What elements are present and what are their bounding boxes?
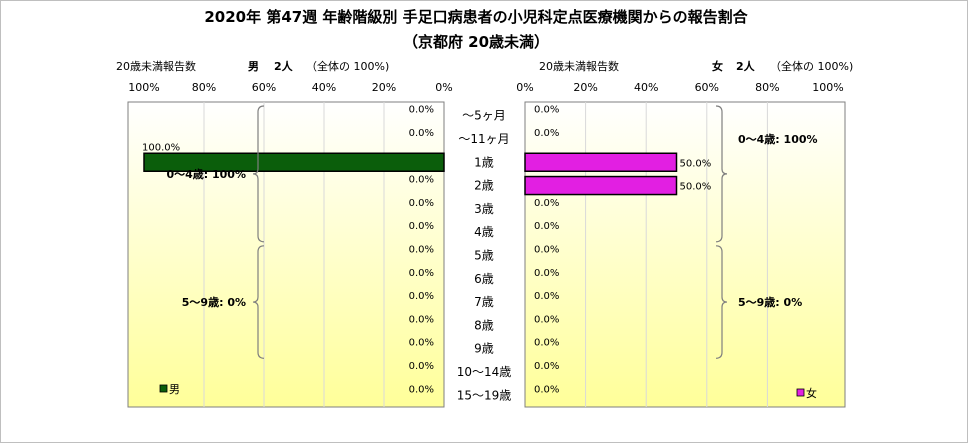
male-data-label: 0.0% [409,198,434,209]
male-legend-swatch [159,384,168,393]
male-data-label: 0.0% [409,361,434,372]
male-data-label: 100.0% [142,142,180,153]
male-axis-tick-label: 20% [372,81,396,94]
category-label: 4歳 [474,225,494,239]
female-axis-tick-label: 60% [695,81,719,94]
category-label: 6歳 [474,272,494,286]
female-age-group-brace [715,105,728,243]
female-axis-tick-label: 80% [755,81,779,94]
female-plot-area [524,101,846,408]
category-label: 9歳 [474,342,494,356]
female-header-count: 2人 [736,59,756,73]
female-data-label: 0.0% [534,221,559,232]
male-axis-tick-label: 100% [128,81,159,94]
male-data-label: 0.0% [409,314,434,325]
female-age-group-label: 0～4歳: 100% [738,132,818,146]
female-header-sex: 女 [712,59,723,73]
female-age-group-label: 5～9歳: 0% [738,295,802,309]
male-data-label: 0.0% [409,105,434,116]
female-data-label: 0.0% [534,291,559,302]
category-label: ～11ヶ月 [458,132,509,146]
chart-subtitle: （京都府 20歳未満） [403,33,549,51]
male-age-group-label: 5～9歳: 0% [182,295,246,309]
male-header-note: （全体の 100%) [306,59,389,73]
category-label: 2歳 [474,179,494,193]
male-data-label: 0.0% [409,128,434,139]
male-legend-label: 男 [169,383,180,396]
male-header-sex: 男 [248,60,259,73]
female-axis-tick-label: 0% [516,81,533,94]
category-label: 7歳 [474,295,494,309]
male-data-label: 0.0% [409,175,434,186]
female-data-label: 50.0% [680,182,712,193]
female-bar [524,175,678,196]
male-data-label: 0.0% [409,338,434,349]
male-axis-tick-label: 80% [192,81,216,94]
female-data-label: 50.0% [680,158,712,169]
female-data-label: 0.0% [534,244,559,255]
female-data-label: 0.0% [534,268,559,279]
category-label: 1歳 [474,155,494,169]
female-age-group-brace [715,245,728,359]
male-data-label: 0.0% [409,268,434,279]
male-age-group-brace [252,245,265,359]
male-header-label: 20歳未満報告数 [116,60,196,73]
category-label: 5歳 [474,248,494,262]
male-data-label: 0.0% [409,244,434,255]
male-axis-tick-label: 60% [252,81,276,94]
female-data-label: 0.0% [534,128,559,139]
category-label: ～5ヶ月 [462,109,506,123]
female-header-note: （全体の 100%) [770,59,853,73]
male-data-label: 0.0% [409,221,434,232]
category-label: 10～14歳 [457,365,512,379]
male-data-label: 0.0% [409,291,434,302]
female-data-label: 0.0% [534,105,559,116]
male-age-group-label: 0～4歳: 100% [166,167,246,181]
female-axis-tick-label: 20% [573,81,597,94]
male-data-label: 0.0% [409,384,434,395]
male-axis-tick-label: 40% [312,81,336,94]
male-bar [143,152,445,172]
female-data-label: 0.0% [534,314,559,325]
female-header-label: 20歳未満報告数 [539,60,619,73]
category-label: 8歳 [474,318,494,332]
female-data-label: 0.0% [534,361,559,372]
female-data-label: 0.0% [534,338,559,349]
female-axis-tick-label: 40% [634,81,658,94]
female-bar [524,152,678,172]
female-axis-tick-label: 100% [812,81,843,94]
male-axis-tick-label: 0% [435,81,452,94]
female-data-label: 0.0% [534,198,559,209]
female-legend-label: 女 [806,386,817,400]
male-header-count: 2人 [274,59,294,73]
male-age-group-brace [252,105,265,243]
female-legend-swatch [796,388,805,397]
female-data-label: 0.0% [534,384,559,395]
category-label: 15～19歳 [457,388,512,402]
chart-title: 2020年 第47週 年齢階級別 手足口病患者の小児科定点医療機関からの報告割合 [204,8,748,26]
category-label: 3歳 [474,202,494,216]
